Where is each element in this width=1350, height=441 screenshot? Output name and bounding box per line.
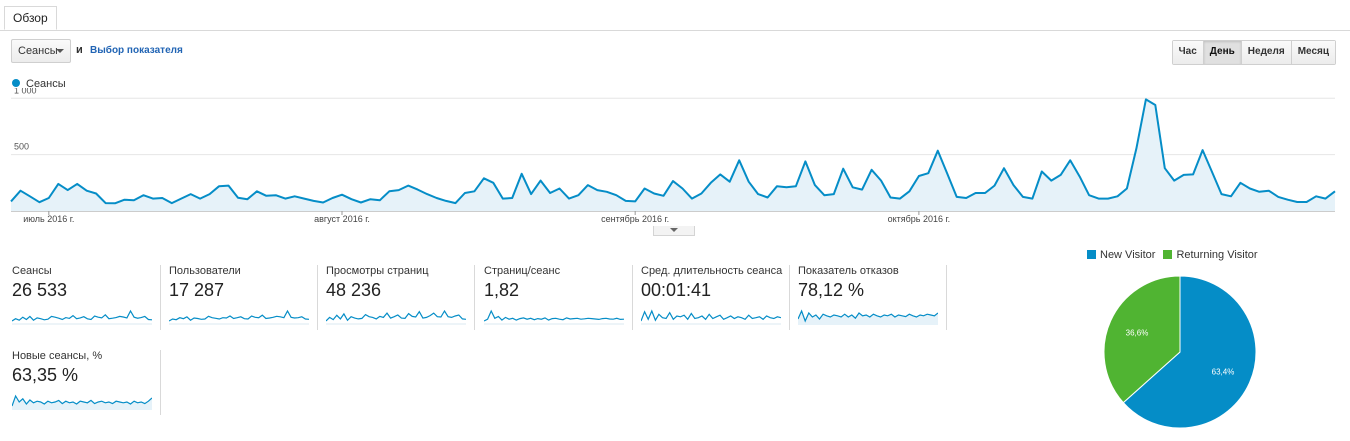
metric-value: 48 236 [326, 280, 382, 300]
sparkline-line [326, 309, 466, 322]
chevron-down-icon [56, 49, 64, 53]
sparkline-line [12, 309, 152, 322]
divider [317, 265, 318, 330]
series-line [10, 98, 1336, 205]
tab-overview[interactable]: Обзор [4, 6, 57, 30]
metric-label: Новые сеансы, % [12, 350, 103, 362]
visitor-type-pie-chart: 63,4% 36,6% [1103, 275, 1257, 429]
divider [474, 265, 475, 330]
sparkline [12, 309, 152, 325]
divider [160, 265, 161, 330]
metric-label: Сеансы [12, 265, 52, 277]
metric-label: Пользователи [169, 265, 241, 277]
period-hour-button[interactable]: Час [1172, 41, 1203, 64]
sessions-line-chart: 1 000 500 июль 2016 г. август 2016 г. сентяб… [10, 88, 1336, 224]
pie-slice-returning-visitor [1103, 275, 1181, 404]
metric-label: Показатель отказов [798, 265, 899, 277]
metric-card-pages-per-session: Страниц/сеанс 1,82 [484, 265, 632, 331]
x-tick-label: август 2016 г. [314, 214, 370, 224]
metric-dropdown-value: Сеансы [18, 45, 58, 57]
metric-value: 26 533 [12, 280, 68, 300]
metric-card-new-sessions: Новые сеансы, % 63,35 % [12, 350, 160, 416]
series-dot-icon [12, 79, 20, 87]
sparkline-area [798, 311, 938, 325]
and-label: и [76, 44, 83, 56]
legend-series-name: Сеансы [26, 78, 66, 90]
divider [632, 265, 633, 330]
metric-value: 63,35 % [12, 365, 79, 385]
pie-slice-label: 63,4% [1212, 367, 1235, 376]
sparkline [12, 394, 152, 410]
sparkline-line [798, 309, 938, 323]
metric-label: Сред. длительность сеанса [641, 265, 783, 277]
metric-card-sessions: Сеансы 26 533 [12, 265, 160, 331]
sparkline-line [484, 309, 624, 322]
divider [160, 350, 161, 415]
metric-value: 00:01:41 [641, 280, 712, 300]
sparkline [641, 309, 781, 325]
legend-label: New Visitor [1100, 249, 1156, 261]
pie-legend: New Visitor Returning Visitor [1087, 249, 1266, 261]
y-tick-label: 1 000 [14, 88, 37, 95]
metric-card-users: Пользователи 17 287 [169, 265, 317, 331]
metric-card-bounce-rate: Показатель отказов 78,12 % [798, 265, 946, 331]
sparkline [326, 309, 466, 325]
x-tick-label: сентябрь 2016 г. [601, 214, 669, 224]
period-selector: Час День Неделя Месяц [1171, 40, 1336, 65]
series-area [11, 99, 1335, 211]
metric-value: 78,12 % [798, 280, 865, 300]
sparkline-line [169, 309, 309, 322]
metric-card-pageviews: Просмотры страниц 48 236 [326, 265, 474, 331]
y-tick-label: 500 [14, 142, 29, 152]
legend-swatch [1087, 250, 1096, 259]
sparkline-line [641, 309, 781, 322]
collapse-chart-button[interactable] [653, 226, 695, 236]
period-week-button[interactable]: Неделя [1240, 41, 1291, 64]
legend-item-new-visitor: New Visitor [1087, 249, 1155, 261]
metric-label: Страниц/сеанс [484, 265, 561, 277]
sparkline [484, 309, 624, 325]
period-month-button[interactable]: Месяц [1290, 41, 1335, 64]
divider [789, 265, 790, 330]
metric-card-avg-duration: Сред. длительность сеанса 00:01:41 [641, 265, 789, 331]
select-metric-link[interactable]: Выбор показателя [90, 45, 183, 56]
x-tick-label: октябрь 2016 г. [888, 214, 951, 224]
sparkline [798, 309, 938, 325]
period-day-button[interactable]: День [1202, 41, 1241, 64]
divider [946, 265, 947, 330]
sparkline-area [12, 396, 152, 410]
metric-dropdown[interactable]: Сеансы [11, 39, 71, 63]
legend-label: Returning Visitor [1176, 249, 1258, 261]
tab-bar: Обзор [0, 0, 1350, 31]
pie-slice-new-visitor [1122, 275, 1257, 429]
metric-value: 1,82 [484, 280, 520, 300]
x-tick-label: июль 2016 г. [23, 214, 74, 224]
sparkline-line [12, 394, 152, 407]
metric-label: Просмотры страниц [326, 265, 429, 277]
legend-item-returning-visitor: Returning Visitor [1163, 249, 1258, 261]
legend-swatch [1163, 250, 1173, 259]
chart-legend: Сеансы [12, 78, 66, 90]
sparkline [169, 309, 309, 325]
pie-slice-label: 36,6% [1126, 329, 1149, 338]
metric-value: 17 287 [169, 280, 225, 300]
